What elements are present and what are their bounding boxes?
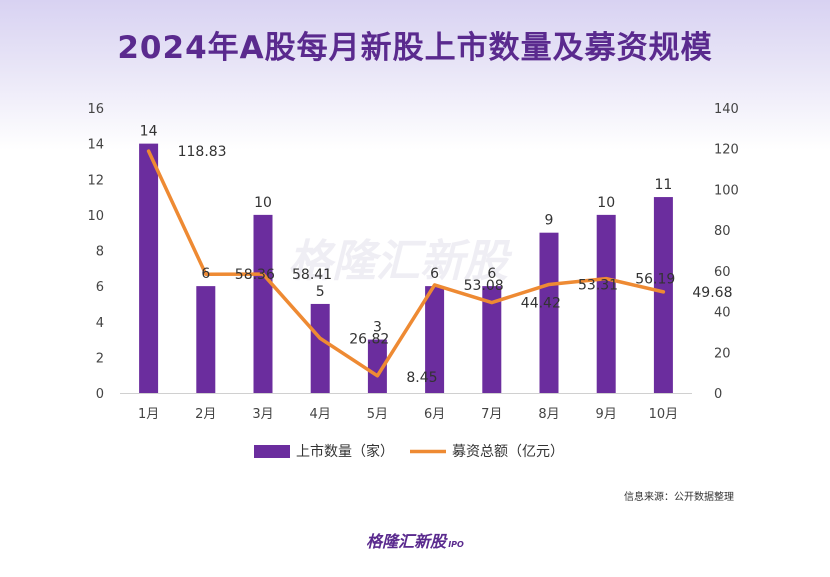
y-left-tick-label: 0 xyxy=(96,387,104,402)
line-data-label: 118.83 xyxy=(178,144,227,160)
y-left-tick-label: 6 xyxy=(96,280,104,295)
bar xyxy=(139,143,159,393)
line-data-label: 58.41 xyxy=(292,267,332,283)
bar-data-label: 9 xyxy=(545,213,554,229)
bar xyxy=(310,303,330,393)
y-right-tick-label: 0 xyxy=(714,387,722,402)
bar xyxy=(482,286,502,393)
y-left-tick-label: 10 xyxy=(87,209,104,224)
x-tick-label: 2月 xyxy=(195,407,216,422)
line-series xyxy=(146,149,666,378)
bar xyxy=(539,232,559,393)
line-data-label: 58.36 xyxy=(235,267,275,283)
bar-data-label: 6 xyxy=(430,266,439,282)
x-tick-label: 9月 xyxy=(596,407,617,422)
y-right-tick-label: 60 xyxy=(714,265,731,280)
bar xyxy=(367,339,387,393)
y-left-tick-label: 2 xyxy=(96,351,104,366)
bar xyxy=(253,214,273,393)
y-right-tick-label: 40 xyxy=(714,306,731,321)
bar-data-label: 6 xyxy=(201,266,210,282)
x-tick-label: 1月 xyxy=(138,407,159,422)
bar-data-label: 5 xyxy=(316,284,325,300)
bar-data-label: 6 xyxy=(487,266,496,282)
y-left-tick-label: 4 xyxy=(96,316,104,331)
bar-data-label: 3 xyxy=(373,320,382,336)
legend-label-bar: 上市数量（家） xyxy=(296,443,394,460)
bar xyxy=(425,286,445,393)
y-right-tick-label: 140 xyxy=(714,102,739,117)
brand-suffix: IPO xyxy=(448,540,464,549)
x-tick-label: 5月 xyxy=(367,407,388,422)
y-left-tick-label: 12 xyxy=(87,173,104,188)
bar-data-label: 14 xyxy=(140,124,158,140)
bar-data-label: 11 xyxy=(654,177,672,193)
bar-data-label: 10 xyxy=(254,195,272,211)
y-left-tick-label: 14 xyxy=(87,138,104,153)
line-data-label: 44.42 xyxy=(521,296,561,312)
line-data-label: 49.68 xyxy=(692,285,732,301)
y-left-tick-label: 16 xyxy=(87,102,104,117)
x-tick-label: 7月 xyxy=(481,407,502,422)
bar-data-label: 10 xyxy=(597,195,615,211)
line-data-label: 8.45 xyxy=(406,370,437,386)
line-data-label: 53.31 xyxy=(578,277,618,293)
line-data-label: 26.82 xyxy=(349,331,389,347)
source-note: 信息来源：公开数据整理 xyxy=(624,492,734,503)
brand-logo: 格隆汇新股 IPO xyxy=(0,528,830,552)
bar xyxy=(196,286,216,393)
x-tick-label: 6月 xyxy=(424,407,445,422)
x-tick-label: 8月 xyxy=(538,407,559,422)
line-data-label: 56.19 xyxy=(635,272,675,288)
y-right-tick-label: 80 xyxy=(714,224,731,239)
page-title: 2024年A股每月新股上市数量及募资规模 xyxy=(117,30,713,66)
bar xyxy=(596,214,616,393)
brand-name: 格隆汇新股 xyxy=(366,532,447,551)
y-right-tick-label: 20 xyxy=(714,346,731,361)
y-left-tick-label: 8 xyxy=(96,245,104,260)
y-right-tick-label: 120 xyxy=(714,143,739,158)
y-right-tick-label: 100 xyxy=(714,183,739,198)
watermark: 格隆汇新股 xyxy=(288,236,513,287)
x-tick-label: 4月 xyxy=(310,407,331,422)
legend-label-line: 募资总额（亿元） xyxy=(452,444,564,460)
legend-swatch-bar xyxy=(254,445,290,458)
x-tick-label: 10月 xyxy=(649,407,679,422)
line-data-label: 53.08 xyxy=(464,278,504,294)
x-tick-label: 3月 xyxy=(252,407,273,422)
bar xyxy=(653,197,673,393)
